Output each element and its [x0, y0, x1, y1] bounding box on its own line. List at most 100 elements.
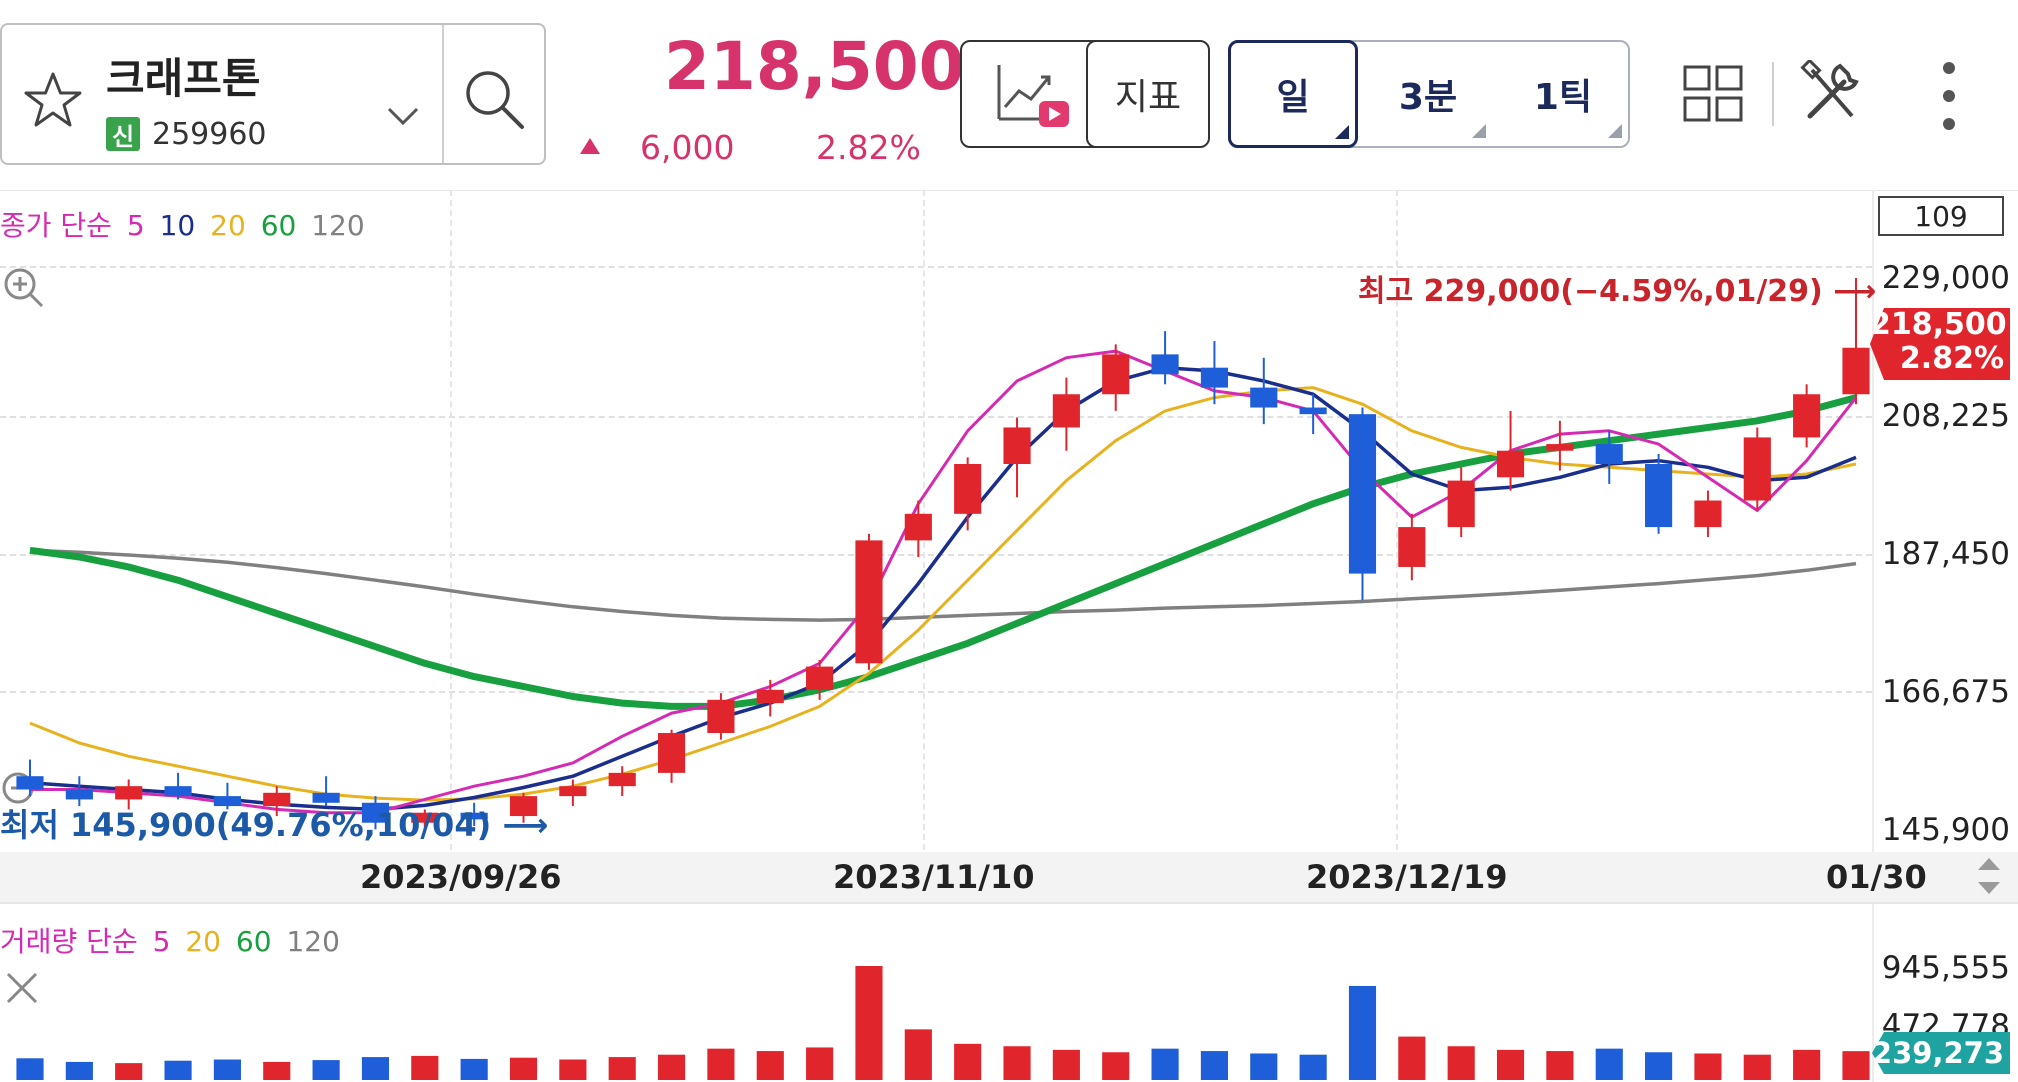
volume-bar[interactable]	[411, 1055, 439, 1080]
volume-bar[interactable]	[263, 1061, 291, 1080]
indicator-button[interactable]: 지표	[1086, 40, 1210, 148]
volume-bar[interactable]	[312, 1060, 340, 1080]
candle-body[interactable]	[1645, 463, 1673, 528]
volume-bar[interactable]	[1842, 1051, 1870, 1080]
volume-chart-panel[interactable]: 거래량 단순 5 20 60 120 945,555 472,778 239,2…	[0, 902, 2018, 1082]
candle-body[interactable]	[1595, 444, 1623, 464]
candle-body[interactable]	[263, 792, 291, 807]
volume-bar[interactable]	[707, 1048, 735, 1080]
candle-body[interactable]	[1398, 527, 1426, 567]
price-plot[interactable]	[0, 190, 1872, 852]
volume-bar[interactable]	[16, 1058, 44, 1080]
star-favorite-icon[interactable]	[22, 70, 84, 132]
volume-bar[interactable]	[1348, 985, 1377, 1080]
volume-bar[interactable]	[213, 1059, 241, 1080]
volume-bar[interactable]	[1447, 1046, 1475, 1080]
volume-bar[interactable]	[1003, 1046, 1031, 1080]
period-3min-tab[interactable]: 3분	[1360, 42, 1496, 146]
volume-bar[interactable]	[1398, 1036, 1426, 1080]
price-chart-panel[interactable]: 종가 단순 5 10 20 60 120 최고 229,000(−4.59%,0…	[0, 190, 2018, 852]
vol-ma120-label: 120	[286, 925, 340, 958]
volume-bar[interactable]	[1694, 1053, 1722, 1080]
candle-body[interactable]	[1348, 414, 1377, 574]
candle-body[interactable]	[16, 776, 44, 790]
volume-bar[interactable]	[1546, 1051, 1574, 1080]
volume-bar[interactable]	[756, 1051, 784, 1080]
candle-body[interactable]	[1151, 354, 1179, 375]
volume-bar[interactable]	[1102, 1052, 1130, 1080]
candle-body[interactable]	[1447, 480, 1475, 528]
volume-bar[interactable]	[460, 1058, 488, 1080]
stock-selector[interactable]: 크래프톤 신 259960	[0, 23, 546, 165]
volume-bar[interactable]	[509, 1057, 538, 1080]
candle-body[interactable]	[707, 699, 735, 734]
search-icon[interactable]	[462, 67, 526, 131]
candle-body[interactable]	[65, 789, 93, 800]
candle-body[interactable]	[164, 786, 192, 797]
volume-bar[interactable]	[1250, 1053, 1278, 1080]
candle-body[interactable]	[1546, 444, 1574, 451]
volume-bar[interactable]	[608, 1057, 636, 1080]
candle-body[interactable]	[657, 733, 686, 773]
candle-body[interactable]	[806, 666, 834, 690]
candle-body[interactable]	[1743, 437, 1771, 501]
volume-bar[interactable]	[1743, 1054, 1771, 1080]
high-annotation: 최고 229,000(−4.59%,01/29) ⟶	[1358, 274, 1877, 309]
y-tick-label: 208,225	[1881, 398, 2010, 434]
zoom-in-icon[interactable]	[0, 264, 46, 310]
volume-bar[interactable]	[806, 1047, 834, 1080]
current-price: 218,500	[664, 28, 965, 105]
volume-bar[interactable]	[1496, 1049, 1525, 1080]
grid-layout-icon[interactable]	[1682, 64, 1744, 124]
volume-bar[interactable]	[361, 1057, 390, 1080]
chart-type-button[interactable]	[960, 40, 1106, 148]
candle-body[interactable]	[1793, 394, 1821, 438]
x-axis-scroll-icon[interactable]	[1974, 852, 2004, 900]
candle-body[interactable]	[756, 689, 784, 704]
candle-body[interactable]	[361, 802, 390, 823]
volume-bar[interactable]	[657, 1054, 686, 1080]
candle-body[interactable]	[1299, 407, 1327, 415]
period-day-tab[interactable]: 일	[1228, 40, 1358, 148]
candle-body[interactable]	[608, 772, 636, 787]
volume-bar[interactable]	[1200, 1051, 1229, 1080]
volume-bar[interactable]	[164, 1060, 192, 1080]
volume-bar[interactable]	[1595, 1048, 1623, 1080]
candle-body[interactable]	[115, 786, 143, 800]
volume-bar[interactable]	[559, 1059, 587, 1080]
candle-body[interactable]	[411, 812, 439, 823]
candle-body[interactable]	[509, 796, 538, 817]
candle-body[interactable]	[1102, 354, 1130, 395]
close-icon[interactable]	[2, 968, 42, 1008]
candle-body[interactable]	[855, 540, 883, 664]
volume-bar[interactable]	[1151, 1048, 1179, 1080]
candle-body[interactable]	[1694, 500, 1722, 528]
candle-body[interactable]	[1003, 427, 1031, 464]
candle-body[interactable]	[1052, 394, 1080, 428]
volume-bar[interactable]	[855, 966, 883, 1080]
candle-body[interactable]	[904, 513, 932, 541]
candle-body[interactable]	[954, 463, 982, 514]
candle-body[interactable]	[312, 792, 340, 803]
volume-bar[interactable]	[1793, 1049, 1821, 1080]
volume-bar[interactable]	[904, 1029, 932, 1080]
volume-bar[interactable]	[1052, 1049, 1080, 1080]
candle-body[interactable]	[559, 786, 587, 797]
volume-bar[interactable]	[1645, 1052, 1673, 1080]
volume-bar[interactable]	[65, 1061, 93, 1080]
volume-bar[interactable]	[115, 1063, 143, 1080]
candle-body[interactable]	[1250, 387, 1278, 408]
candle-body[interactable]	[213, 796, 241, 807]
candle-body[interactable]	[1200, 367, 1229, 388]
candle-body[interactable]	[1496, 450, 1525, 478]
candle-body[interactable]	[1842, 347, 1870, 395]
chevron-down-icon[interactable]	[386, 105, 420, 127]
volume-bar[interactable]	[954, 1043, 982, 1080]
period-tick-tab[interactable]: 1틱	[1496, 42, 1630, 146]
more-menu-icon[interactable]	[1936, 60, 1962, 132]
new-listing-badge: 신	[106, 117, 140, 151]
volume-bar[interactable]	[1299, 1054, 1327, 1080]
tools-icon[interactable]	[1800, 60, 1864, 126]
volume-plot[interactable]	[0, 904, 1872, 1082]
candle-body[interactable]	[460, 812, 488, 820]
